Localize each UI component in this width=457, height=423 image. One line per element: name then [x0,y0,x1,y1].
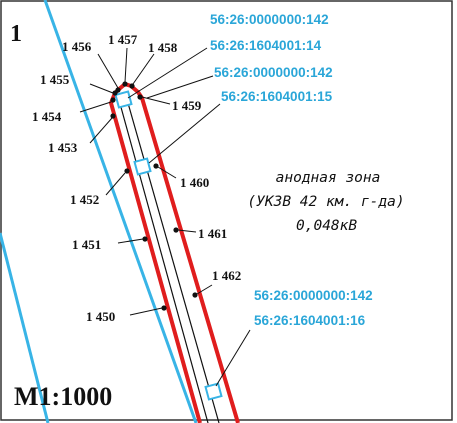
leader-cad-top-142 [146,75,214,99]
leader-1451 [117,238,144,244]
parcel-boundary-blue-left [0,232,50,423]
point-label-1460: 1 460 [180,175,209,190]
point-label-1461: 1 461 [198,226,227,241]
zone-annotation-line2: (УКЗВ 42 км. г-да) [247,194,404,210]
point-label-1451: 1 451 [72,237,101,252]
point-1462 [192,292,198,298]
zone-annotation-line1: анодная зона [276,170,381,186]
parcel-boundary-blue-right [43,0,198,423]
point-1457 [122,81,128,87]
point-label-1450: 1 450 [86,309,115,324]
point-label-1458: 1 458 [148,40,178,55]
cadastral-label-1604001-16: 56:26:1604001:16 [254,313,366,328]
point-1455 [112,90,118,96]
map-scale: М1:1000 [14,382,112,411]
leader-1455 [89,83,114,94]
zone-boundary-red [109,82,240,423]
zone-annotation-line3: 0,048кВ [296,218,357,234]
parcel-marker-14 [114,90,133,109]
parcel-marker-15 [133,157,152,176]
point-1460 [153,163,159,169]
point-label-1453: 1 453 [48,140,78,155]
point-label-1462: 1 462 [212,268,241,283]
leader-1458 [132,53,155,85]
pipeline-centerline-left [118,99,209,423]
sheet-number: 1 [10,21,22,47]
cadastral-label-0000000-142-a: 56:26:0000000:142 [210,12,329,27]
leader-1457 [124,47,128,83]
point-label-1452: 1 452 [70,192,99,207]
leader-1452 [105,172,126,196]
leader-1450 [129,307,163,316]
point-label-1454: 1 454 [32,109,62,124]
leader-1460 [157,166,177,179]
leader-1462 [196,284,213,295]
leader-1456 [97,53,119,89]
point-label-1456: 1 456 [62,39,92,54]
point-1458 [129,83,135,89]
boundary-points [110,81,198,311]
cadastral-label-0000000-142-c: 56:26:0000000:142 [254,288,373,303]
point-label-1457: 1 457 [108,32,138,47]
leader-1453 [89,117,113,144]
point-1461 [173,227,179,233]
parcel-marker-squares [114,90,223,401]
leader-cad-14 [127,47,208,99]
point-label-1455: 1 455 [40,72,70,87]
point-1453 [110,113,116,119]
leader-1461 [177,229,197,233]
leader-lines [79,47,251,387]
parcel-marker-16 [204,382,223,401]
point-1452 [124,168,130,174]
leader-cad-16 [215,329,251,387]
point-1451 [142,236,148,242]
cadastral-label-1604001-15: 56:26:1604001:15 [221,89,333,104]
leader-cad-15 [148,103,221,164]
point-1454 [110,97,116,103]
cadastral-label-0000000-142-b: 56:26:0000000:142 [214,65,333,80]
leader-1454 [79,101,112,113]
cadastral-label-1604001-14: 56:26:1604001:14 [210,38,322,53]
point-1450 [161,305,167,311]
leader-1459 [141,96,171,105]
point-1459 [137,94,143,100]
pipeline-centerline-right [125,95,220,423]
point-label-1459: 1 459 [172,98,202,113]
